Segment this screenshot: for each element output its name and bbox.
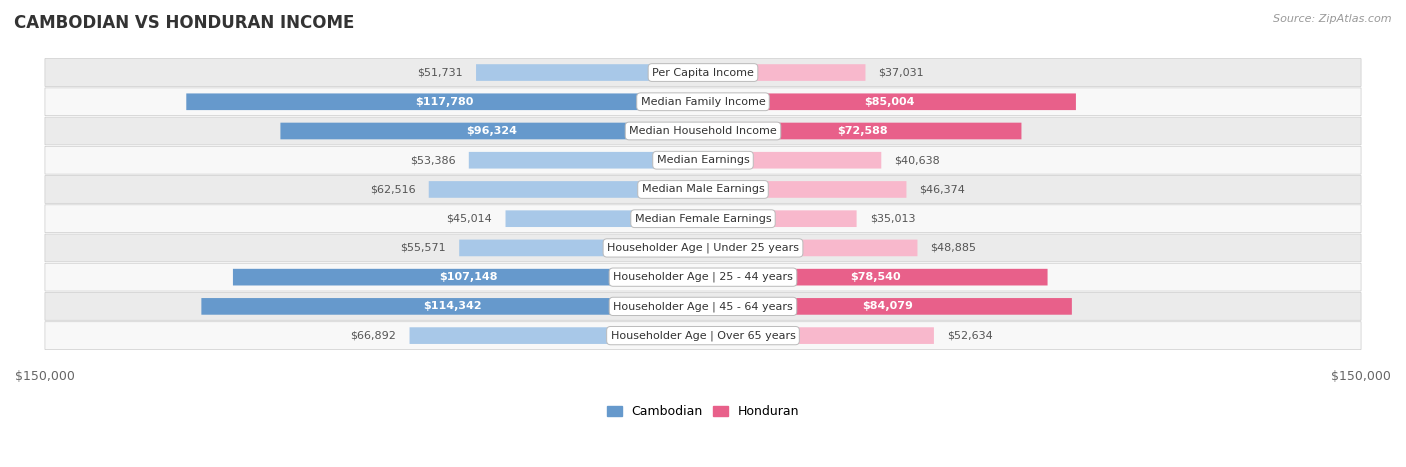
FancyBboxPatch shape (468, 152, 703, 169)
Text: $62,516: $62,516 (370, 184, 416, 194)
Text: $55,571: $55,571 (401, 243, 446, 253)
FancyBboxPatch shape (45, 263, 1361, 291)
FancyBboxPatch shape (45, 322, 1361, 349)
FancyBboxPatch shape (45, 234, 1361, 262)
FancyBboxPatch shape (45, 117, 1361, 145)
Text: CAMBODIAN VS HONDURAN INCOME: CAMBODIAN VS HONDURAN INCOME (14, 14, 354, 32)
Text: $52,634: $52,634 (948, 331, 993, 340)
FancyBboxPatch shape (201, 298, 703, 315)
FancyBboxPatch shape (703, 93, 1076, 110)
FancyBboxPatch shape (186, 93, 703, 110)
Text: Householder Age | 45 - 64 years: Householder Age | 45 - 64 years (613, 301, 793, 311)
FancyBboxPatch shape (703, 327, 934, 344)
FancyBboxPatch shape (477, 64, 703, 81)
FancyBboxPatch shape (45, 88, 1361, 116)
Text: Median Male Earnings: Median Male Earnings (641, 184, 765, 194)
Text: $45,014: $45,014 (447, 214, 492, 224)
FancyBboxPatch shape (45, 205, 1361, 233)
FancyBboxPatch shape (703, 269, 1047, 285)
FancyBboxPatch shape (233, 269, 703, 285)
Text: $37,031: $37,031 (879, 68, 924, 78)
FancyBboxPatch shape (703, 123, 1021, 139)
Text: Median Earnings: Median Earnings (657, 155, 749, 165)
Text: $51,731: $51,731 (418, 68, 463, 78)
Text: $48,885: $48,885 (931, 243, 977, 253)
Text: Source: ZipAtlas.com: Source: ZipAtlas.com (1274, 14, 1392, 24)
Text: $114,342: $114,342 (423, 301, 481, 311)
Text: $84,079: $84,079 (862, 301, 912, 311)
FancyBboxPatch shape (506, 210, 703, 227)
FancyBboxPatch shape (45, 146, 1361, 174)
FancyBboxPatch shape (703, 298, 1071, 315)
Text: $96,324: $96,324 (467, 126, 517, 136)
Text: $107,148: $107,148 (439, 272, 498, 282)
FancyBboxPatch shape (45, 292, 1361, 320)
Text: Median Female Earnings: Median Female Earnings (634, 214, 772, 224)
FancyBboxPatch shape (703, 64, 866, 81)
Text: $78,540: $78,540 (851, 272, 901, 282)
Text: $46,374: $46,374 (920, 184, 966, 194)
Text: Per Capita Income: Per Capita Income (652, 68, 754, 78)
Text: $53,386: $53,386 (411, 155, 456, 165)
Text: Householder Age | Over 65 years: Householder Age | Over 65 years (610, 330, 796, 341)
Text: $85,004: $85,004 (865, 97, 915, 107)
FancyBboxPatch shape (429, 181, 703, 198)
FancyBboxPatch shape (703, 152, 882, 169)
FancyBboxPatch shape (703, 240, 918, 256)
Text: Median Household Income: Median Household Income (628, 126, 778, 136)
FancyBboxPatch shape (409, 327, 703, 344)
FancyBboxPatch shape (703, 210, 856, 227)
FancyBboxPatch shape (45, 176, 1361, 203)
Text: $117,780: $117,780 (415, 97, 474, 107)
Text: $72,588: $72,588 (837, 126, 887, 136)
Text: Householder Age | 25 - 44 years: Householder Age | 25 - 44 years (613, 272, 793, 283)
FancyBboxPatch shape (45, 59, 1361, 86)
Text: $35,013: $35,013 (870, 214, 915, 224)
Text: $40,638: $40,638 (894, 155, 941, 165)
Text: Householder Age | Under 25 years: Householder Age | Under 25 years (607, 243, 799, 253)
FancyBboxPatch shape (703, 181, 907, 198)
Legend: Cambodian, Honduran: Cambodian, Honduran (602, 400, 804, 423)
FancyBboxPatch shape (460, 240, 703, 256)
FancyBboxPatch shape (280, 123, 703, 139)
Text: Median Family Income: Median Family Income (641, 97, 765, 107)
Text: $66,892: $66,892 (350, 331, 396, 340)
